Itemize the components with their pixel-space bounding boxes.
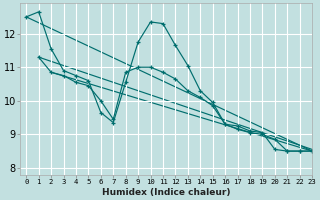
- X-axis label: Humidex (Indice chaleur): Humidex (Indice chaleur): [102, 188, 230, 197]
